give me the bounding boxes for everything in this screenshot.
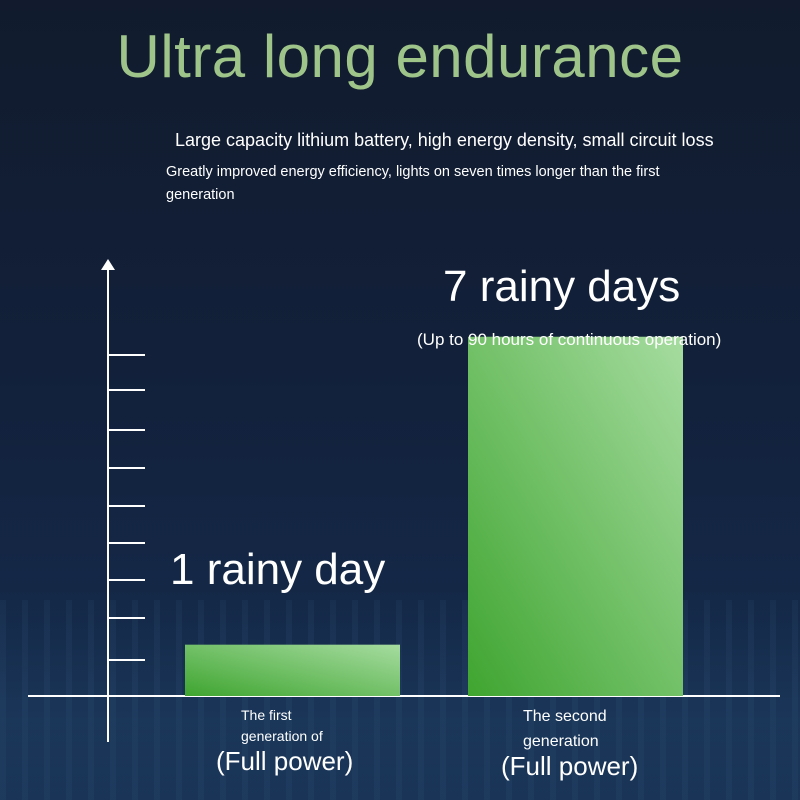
category-label-first-line2: generation of (241, 728, 323, 744)
category-label-second-power: (Full power) (501, 751, 639, 781)
subtitle-line-2: Greatly improved energy efficiency, ligh… (166, 164, 660, 203)
bar-1 (185, 644, 400, 696)
category-label-second-line1: The second (523, 708, 607, 725)
bars-group (185, 336, 683, 696)
page-title: Ultra long endurance (116, 23, 684, 90)
subtitle-line-1: Large capacity lithium battery, high ene… (175, 130, 714, 150)
bar-2 (468, 336, 683, 696)
bar-annotation-second: (Up to 90 hours of continuous operation) (417, 330, 722, 349)
category-label-second-line2: generation (523, 733, 599, 750)
bar-value-label-second: 7 rainy days (443, 262, 681, 311)
bar-value-label-first: 1 rainy day (170, 545, 386, 594)
y-axis-ticks (108, 354, 145, 661)
category-label-first-line1: The first (241, 707, 292, 723)
category-label-first-power: (Full power) (216, 746, 354, 776)
y-axis-arrow-icon (101, 259, 115, 270)
